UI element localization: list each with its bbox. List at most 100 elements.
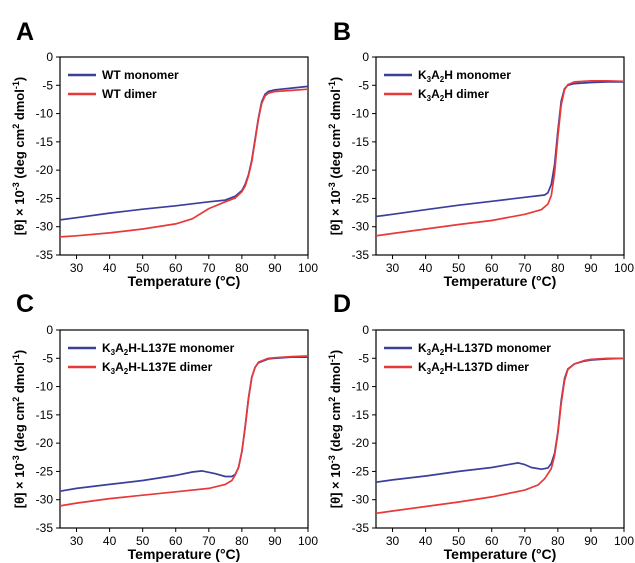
panel-c: C0 -5 -10 -15 -20 -25 -30 -35 30 40 50 60 70 80 90 100 T… (11, 290, 318, 562)
panel-label: B (333, 18, 351, 46)
y-tick-label: -30 (352, 220, 370, 234)
y-tick-label: -20 (352, 163, 370, 177)
x-tick-label: 70 (202, 261, 216, 275)
x-tick-label: 70 (202, 534, 216, 548)
y-tick-label: -35 (352, 521, 370, 535)
y-tick-label: -25 (36, 464, 54, 478)
y-tick-label: -5 (42, 351, 53, 365)
y-axis-label: [θ] × 10-3 (deg cm2 dmol-1) (327, 77, 343, 236)
y-tick-label: -30 (352, 493, 370, 507)
panel-b: B0 -5 -10 -15 -20 -25 -30 -35 30 40 50 60 70 80 90 100 T… (327, 18, 634, 289)
y-tick-label: -25 (36, 191, 54, 205)
y-tick-label: -10 (352, 107, 370, 121)
x-tick-label: 60 (485, 534, 499, 548)
y-tick-label: -20 (352, 436, 370, 450)
y-tick-label: -35 (36, 521, 54, 535)
legend-entry: K3A2H-L137D monomer (418, 341, 551, 357)
legend-entry: K3A2H-L137E dimer (102, 360, 213, 376)
x-tick-label: 30 (70, 534, 84, 548)
x-tick-label: 90 (268, 261, 282, 275)
series-line-monomer (59, 85, 309, 221)
y-tick-label: -25 (352, 464, 370, 478)
plot-frame (375, 56, 625, 256)
y-tick-label: -30 (36, 220, 54, 234)
y-tick-label: -15 (352, 408, 370, 422)
x-tick-label: 60 (485, 261, 499, 275)
y-tick-label: -25 (352, 191, 370, 205)
x-tick-label: 60 (169, 534, 183, 548)
legend-entry: WT monomer (102, 68, 179, 82)
legend-entry: K3A2H-L137D dimer (418, 360, 529, 376)
series-line-monomer (59, 356, 308, 493)
x-tick-label: 30 (386, 261, 400, 275)
y-axis-label: [θ] × 10-3 (deg cm2 dmol-1) (327, 350, 343, 509)
panel-a: A0 -5 -10 -15 -20 -25 -30 -35 30 40 50 60 70 80 90 100 T… (11, 18, 318, 289)
y-tick-label: -15 (352, 135, 370, 149)
x-tick-label: 50 (136, 534, 150, 548)
series-line-dimer (59, 88, 309, 238)
plot-frame (375, 329, 625, 529)
x-tick-label: 50 (136, 261, 150, 275)
legend-entry: WT dimer (102, 87, 157, 101)
panel-d: D0 -5 -10 -15 -20 -25 -30 -35 30 40 50 60 70 80 90 100 T… (327, 290, 634, 562)
x-tick-label: 90 (584, 261, 598, 275)
y-tick-label: -30 (36, 493, 54, 507)
y-tick-label: 0 (362, 50, 369, 64)
x-tick-label: 90 (584, 534, 598, 548)
x-tick-label: 40 (103, 261, 117, 275)
y-tick-label: -20 (36, 436, 54, 450)
y-tick-label: 0 (46, 50, 53, 64)
x-tick-label: 40 (419, 261, 433, 275)
x-tick-label: 50 (452, 261, 466, 275)
x-axis-label: Temperature (°C) (128, 273, 241, 289)
series-line-monomer (375, 81, 624, 218)
y-tick-label: -20 (36, 163, 54, 177)
y-tick-label: -10 (36, 380, 54, 394)
x-tick-label: 50 (452, 534, 466, 548)
x-tick-label: 80 (235, 261, 249, 275)
y-tick-label: -15 (36, 408, 54, 422)
series-line-dimer (59, 355, 309, 507)
plot-frame (59, 329, 309, 529)
panel-label: D (333, 290, 351, 318)
x-tick-label: 80 (551, 261, 565, 275)
x-tick-label: 90 (268, 534, 282, 548)
x-tick-label: 100 (614, 261, 634, 275)
x-axis-label: Temperature (°C) (444, 546, 557, 562)
x-tick-label: 30 (386, 534, 400, 548)
y-axis-label: [θ] × 10-3 (deg cm2 dmol-1) (11, 350, 27, 509)
x-axis-label: Temperature (°C) (128, 546, 241, 562)
y-tick-label: -35 (352, 248, 370, 262)
panel-label: C (16, 290, 34, 318)
series-line-dimer (375, 357, 624, 515)
x-tick-label: 100 (298, 534, 318, 548)
x-tick-label: 100 (298, 261, 318, 275)
x-tick-label: 80 (551, 534, 565, 548)
y-tick-label: -35 (36, 248, 54, 262)
series-line-monomer (375, 357, 625, 484)
x-tick-label: 100 (614, 534, 634, 548)
y-tick-label: -5 (358, 351, 369, 365)
legend-entry: K3A2H-L137E monomer (102, 341, 235, 357)
series-line-dimer (375, 79, 625, 237)
panel-label: A (16, 18, 34, 46)
x-tick-label: 60 (169, 261, 183, 275)
x-tick-label: 30 (70, 261, 84, 275)
x-tick-label: 40 (419, 534, 433, 548)
y-tick-label: 0 (362, 323, 369, 337)
y-tick-label: 0 (46, 323, 53, 337)
x-tick-label: 80 (235, 534, 249, 548)
y-tick-label: -15 (36, 135, 54, 149)
y-tick-label: -10 (36, 107, 54, 121)
y-axis-label: [θ] × 10-3 (deg cm2 dmol-1) (11, 77, 27, 236)
plot-frame (59, 56, 309, 256)
y-tick-label: -5 (42, 78, 53, 92)
legend-entry: K3A2H monomer (418, 68, 511, 84)
legend-entry: K3A2H dimer (418, 87, 489, 103)
x-axis-label: Temperature (°C) (444, 273, 557, 289)
x-tick-label: 40 (103, 534, 117, 548)
y-tick-label: -10 (352, 380, 370, 394)
x-tick-label: 70 (518, 261, 532, 275)
y-tick-label: -5 (358, 78, 369, 92)
